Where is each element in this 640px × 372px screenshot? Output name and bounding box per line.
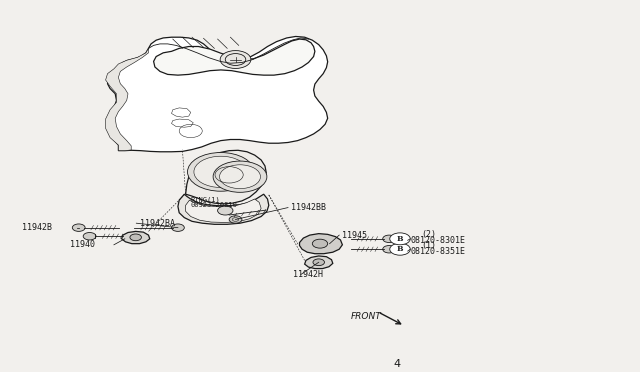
Text: (2): (2): [421, 230, 436, 239]
Circle shape: [229, 216, 242, 223]
Text: 11942H: 11942H: [293, 270, 323, 279]
Circle shape: [313, 259, 324, 266]
Text: 11942BB: 11942BB: [291, 203, 326, 212]
Polygon shape: [186, 199, 261, 222]
Polygon shape: [154, 39, 315, 75]
Circle shape: [390, 243, 410, 255]
Circle shape: [72, 224, 85, 231]
Text: 11942B: 11942B: [22, 223, 52, 232]
Polygon shape: [178, 194, 269, 224]
Circle shape: [194, 156, 248, 187]
Circle shape: [383, 246, 396, 253]
Text: 08120-8301E: 08120-8301E: [411, 236, 466, 245]
Circle shape: [188, 153, 254, 191]
Circle shape: [220, 165, 260, 189]
Polygon shape: [106, 48, 148, 151]
Polygon shape: [122, 231, 150, 244]
Circle shape: [172, 224, 184, 231]
Text: 08120-8351E: 08120-8351E: [411, 247, 466, 256]
Text: RING(1): RING(1): [191, 197, 220, 203]
Text: 11940: 11940: [70, 240, 95, 249]
Text: 4: 4: [394, 359, 401, 369]
Circle shape: [383, 235, 396, 243]
Text: 11945: 11945: [342, 231, 367, 240]
Polygon shape: [108, 36, 328, 152]
Circle shape: [83, 232, 96, 240]
Text: (1): (1): [421, 241, 436, 250]
Polygon shape: [305, 256, 333, 269]
Text: 00923-20810: 00923-20810: [191, 202, 237, 208]
Text: B: B: [397, 235, 403, 243]
Text: FRONT: FRONT: [351, 312, 381, 321]
Circle shape: [218, 206, 233, 215]
Text: B: B: [397, 245, 403, 253]
Circle shape: [130, 234, 141, 241]
Polygon shape: [300, 234, 342, 254]
Polygon shape: [186, 150, 266, 204]
Circle shape: [312, 239, 328, 248]
Text: 11942BA: 11942BA: [140, 219, 175, 228]
Circle shape: [213, 161, 267, 192]
Circle shape: [390, 233, 410, 245]
Circle shape: [220, 51, 251, 68]
